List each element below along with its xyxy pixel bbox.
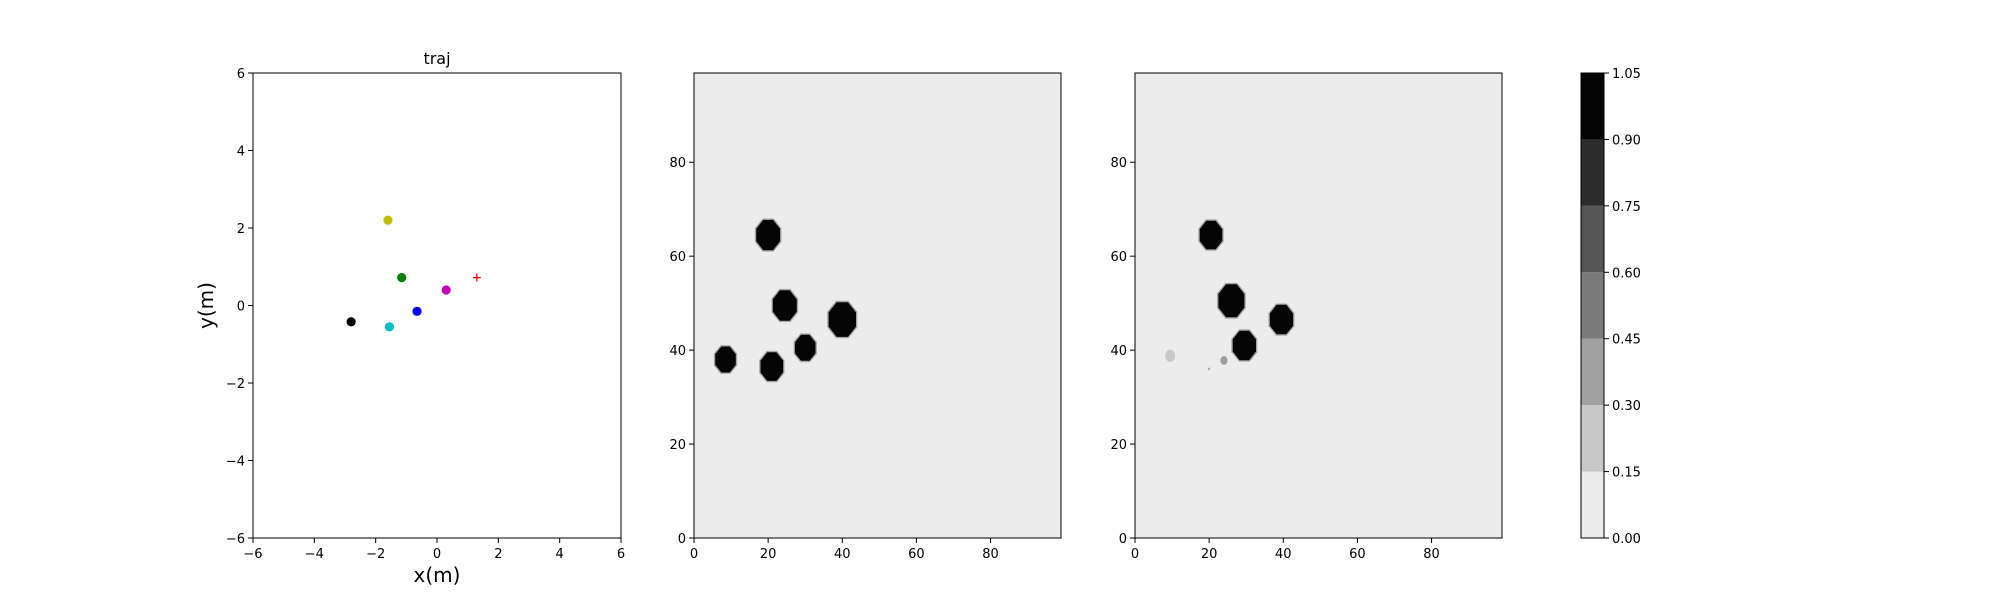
traj-plot: −6 −4 −2 0 2 4 6 −6 −4 −2 0 2 4 6 traj x(m) y(m)	[194, 49, 625, 587]
x-tick-label: 20	[760, 547, 777, 562]
obstacle-blob	[1199, 220, 1223, 250]
plot-title: traj	[423, 49, 450, 68]
colorbar-tick-label: 1.05	[1612, 67, 1641, 82]
obstacle-blob	[756, 219, 781, 251]
green-agent	[397, 273, 407, 283]
blue-agent	[412, 306, 422, 316]
y-tick-label: 4	[237, 145, 245, 160]
y-tick-label: 0	[678, 532, 686, 547]
obstacle-blob	[828, 302, 856, 337]
colorbar-tick-label: 0.30	[1612, 399, 1641, 414]
x-tick-label: 80	[1423, 547, 1440, 562]
obstacle-blob	[772, 290, 797, 321]
y-tick-label: 80	[669, 156, 686, 171]
y-tick-label: 20	[669, 438, 686, 453]
y-axis-label: y(m)	[194, 282, 218, 329]
x-tick-label: 20	[1201, 547, 1218, 562]
yellow-agent	[383, 215, 393, 225]
obstacle-blob	[1218, 284, 1245, 318]
magenta-agent	[441, 285, 451, 295]
colorbar-tick-label: 0.00	[1612, 532, 1641, 547]
obstacle-blob	[1269, 304, 1294, 335]
y-tick-label: 0	[237, 300, 245, 315]
colorbar-segment	[1581, 73, 1604, 140]
obstacle-blob	[1232, 330, 1256, 361]
colorbar-tick-label: 0.75	[1612, 200, 1641, 215]
obstacle-blob	[1165, 349, 1175, 362]
cyan-agent	[384, 322, 395, 332]
x-tick-label: −6	[243, 547, 262, 562]
y-tick-label: 40	[1110, 344, 1127, 359]
plot-area	[253, 73, 621, 538]
colorbar-tick-label: 0.60	[1612, 266, 1641, 281]
occupancy-map-2: 0 20 40 60 80 0 20 40 60 80	[1110, 72, 1503, 562]
axes-frame	[693, 72, 1062, 539]
colorbar-tick-label: 0.15	[1612, 466, 1641, 481]
x-tick-label: −4	[305, 547, 324, 562]
occupancy-map-1: 0 20 40 60 80 0 20 40 60 80	[669, 72, 1062, 562]
x-axis-label: x(m)	[414, 563, 461, 587]
axes-frame	[252, 72, 622, 539]
colorbar-segment	[1581, 338, 1604, 406]
heatmap-background	[1135, 73, 1502, 538]
x-tick-label: 2	[494, 547, 502, 562]
colorbar-segment	[1581, 471, 1604, 538]
black-agent	[346, 317, 356, 327]
obstacle-blob	[1208, 367, 1211, 371]
y-tick-label: −2	[226, 377, 245, 392]
y-tick-label: 60	[1110, 250, 1127, 265]
colorbar: 0.00 0.15 0.30 0.45 0.60 0.75 0.90 1.05	[1580, 67, 1641, 547]
colorbar-segment	[1581, 272, 1604, 339]
y-tick-label: 60	[669, 250, 686, 265]
x-tick-label: 80	[982, 547, 999, 562]
axes-frame	[1134, 72, 1503, 539]
x-tick-label: 0	[433, 547, 441, 562]
y-tick-label: 80	[1110, 156, 1127, 171]
obstacle-blob	[760, 352, 784, 381]
colorbar-tick-label: 0.45	[1612, 333, 1641, 348]
x-tick-label: 60	[908, 547, 925, 562]
y-tick-label: 40	[669, 344, 686, 359]
y-tick-label: −4	[226, 455, 245, 470]
x-tick-label: 60	[1349, 547, 1366, 562]
obstacle-blob	[1220, 356, 1228, 365]
x-tick-label: −2	[366, 547, 385, 562]
y-tick-label: −6	[226, 532, 245, 547]
heatmap-background	[694, 73, 1061, 538]
y-tick-label: 2	[237, 222, 245, 237]
x-tick-label: 40	[834, 547, 851, 562]
x-tick-label: 6	[617, 547, 625, 562]
x-tick-label: 0	[1131, 547, 1139, 562]
colorbar-segment	[1581, 405, 1604, 472]
colorbar-frame	[1580, 72, 1605, 539]
colorbar-segment	[1581, 139, 1604, 206]
y-tick-label: 20	[1110, 438, 1127, 453]
colorbar-segment	[1581, 205, 1604, 273]
x-tick-label: 4	[556, 547, 564, 562]
y-tick-label: 6	[237, 67, 245, 82]
y-tick-label: 0	[1119, 532, 1127, 547]
colorbar-tick-label: 0.90	[1612, 133, 1641, 148]
x-tick-label: 0	[690, 547, 698, 562]
x-tick-label: 40	[1275, 547, 1292, 562]
obstacle-blob	[715, 346, 736, 373]
obstacle-blob	[794, 334, 816, 361]
